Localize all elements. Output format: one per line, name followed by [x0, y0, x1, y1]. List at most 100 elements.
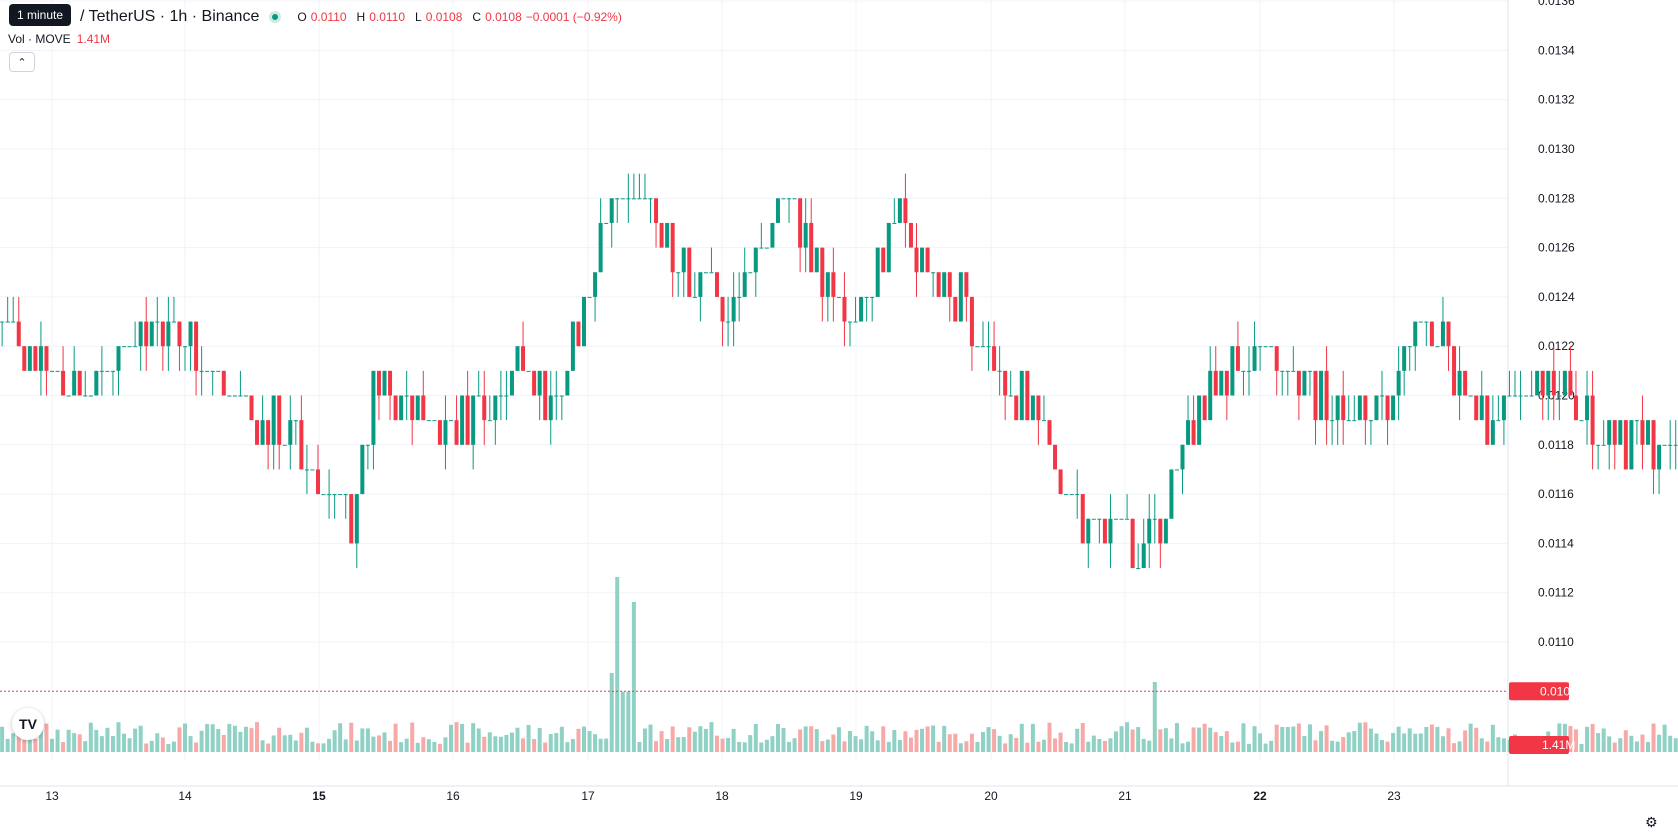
candle-body	[1296, 370, 1301, 396]
candle-body	[698, 272, 703, 297]
candle-body	[360, 444, 365, 495]
candle-body	[149, 321, 154, 347]
candle-body	[1064, 494, 1069, 496]
price-tick-label: 0.0128	[1538, 191, 1575, 205]
candle-body	[953, 296, 958, 322]
candle-body	[388, 370, 393, 396]
volume-bar	[543, 742, 548, 752]
volume-bar	[958, 743, 963, 752]
volume-bar	[1330, 740, 1335, 752]
volume-bar	[848, 730, 852, 752]
volume-bar	[221, 734, 226, 752]
candle-body	[243, 395, 248, 397]
volume-bar	[44, 723, 49, 752]
candle-body	[981, 346, 985, 348]
candle-body	[742, 272, 747, 297]
settings-gear-icon[interactable]: ⚙	[1645, 814, 1658, 830]
volume-bar	[0, 726, 5, 752]
candle-body	[1252, 346, 1257, 371]
candle-body	[471, 395, 476, 445]
candle-body	[1263, 346, 1268, 348]
candle-body	[1474, 395, 1479, 421]
candle-body	[759, 247, 764, 249]
candle-body	[1418, 321, 1423, 323]
candle-body	[1368, 420, 1373, 422]
volume-bar	[1114, 731, 1118, 752]
volume-bar	[1402, 733, 1407, 752]
candle-body	[1091, 518, 1096, 520]
candle-body	[1141, 543, 1146, 569]
volume-bar	[908, 737, 913, 752]
candle-body	[870, 296, 875, 298]
candle-body	[604, 222, 609, 224]
candle-body	[598, 222, 603, 273]
volume-bar	[1380, 739, 1384, 752]
volume-bar	[94, 729, 99, 752]
volume-bar	[454, 722, 459, 752]
candle-body	[1529, 395, 1534, 397]
candle-body	[1435, 346, 1440, 348]
candle-body	[559, 395, 564, 397]
volume-bar	[1186, 741, 1191, 752]
candle-body	[1130, 518, 1135, 569]
time-tick-label: 14	[178, 789, 192, 803]
volume-bar	[665, 738, 670, 752]
candle-body	[670, 222, 675, 273]
volume-bar	[942, 725, 947, 752]
volume-bar	[249, 728, 254, 752]
candle-body	[1612, 420, 1617, 445]
volume-bar	[1252, 726, 1257, 752]
low-label: L	[415, 10, 422, 24]
candle-body	[205, 370, 210, 372]
candle-body	[454, 420, 459, 445]
volume-bar	[1197, 727, 1202, 752]
volume-legend[interactable]: Vol · MOVE 1.41M	[8, 32, 110, 46]
candle-body	[1446, 321, 1451, 347]
candle-body	[1507, 395, 1512, 397]
chart-legend: / TetherUS · 1h · Binance O 0.0110 H 0.011…	[8, 6, 622, 28]
candle-body	[537, 370, 542, 396]
candle-body	[1385, 395, 1390, 421]
volume-bar	[753, 723, 758, 752]
candle-body	[144, 321, 149, 347]
volume-bar	[260, 740, 265, 752]
candle-body	[365, 444, 370, 446]
symbol-title[interactable]: / TetherUS · 1h · Binance	[80, 8, 260, 25]
tradingview-logo-icon[interactable]: TV	[12, 708, 44, 740]
volume-bar	[460, 723, 465, 752]
candle-body	[260, 420, 265, 445]
volume-bar	[332, 730, 337, 752]
volume-bar	[870, 731, 875, 752]
volume-bar	[149, 740, 154, 752]
last-price-label: 0.0108	[1540, 684, 1577, 698]
candle-body	[1247, 370, 1251, 372]
volume-bar	[642, 728, 647, 752]
candle-body	[737, 296, 742, 298]
market-status-icon[interactable]	[269, 11, 282, 23]
chevron-up-icon[interactable]: ⌃	[9, 52, 35, 72]
volume-bar	[410, 722, 415, 752]
candle-body	[1573, 395, 1578, 421]
candle-body	[1402, 346, 1407, 371]
volume-bar	[1446, 728, 1451, 752]
volume-bar	[465, 742, 470, 752]
volume-bar	[975, 741, 980, 752]
candle-body	[1568, 370, 1573, 396]
candle-body	[443, 420, 448, 445]
candle-body	[748, 272, 753, 274]
candle-body	[1202, 395, 1207, 421]
candle-body	[1208, 370, 1213, 421]
candle-body	[1490, 420, 1495, 445]
volume-bar	[548, 734, 553, 752]
volume-bar	[61, 742, 66, 752]
volume-bar	[1263, 743, 1268, 752]
volume-bar	[354, 740, 359, 752]
candle-body	[354, 494, 359, 544]
volume-bar	[194, 742, 199, 752]
volume-bar	[1180, 743, 1185, 752]
candle-body	[1136, 568, 1141, 570]
candle-body	[1607, 420, 1612, 445]
candle-body	[310, 469, 315, 471]
candle-body	[399, 395, 404, 421]
